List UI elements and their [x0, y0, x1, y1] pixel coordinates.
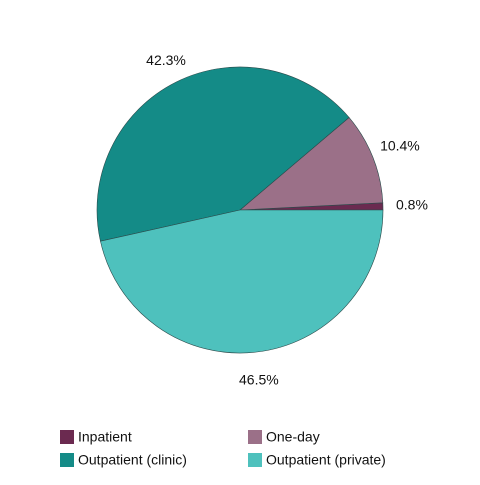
pie-slice [96, 66, 350, 242]
pie-slice [100, 209, 384, 354]
data-label: 46.5% [239, 372, 279, 388]
data-label: 42.3% [146, 52, 186, 68]
legend-swatch [60, 430, 74, 444]
legend-label: Outpatient (private) [266, 452, 386, 468]
legend-label: Outpatient (clinic) [78, 452, 187, 468]
pie-slice [239, 117, 384, 211]
legend-swatch [248, 453, 262, 467]
data-label: 10.4% [380, 137, 420, 153]
legend-swatch [248, 430, 262, 444]
legend-label: Inpatient [78, 429, 132, 445]
legend-swatch [60, 453, 74, 467]
data-label: 0.8% [396, 196, 428, 212]
legend-label: One-day [266, 429, 320, 445]
